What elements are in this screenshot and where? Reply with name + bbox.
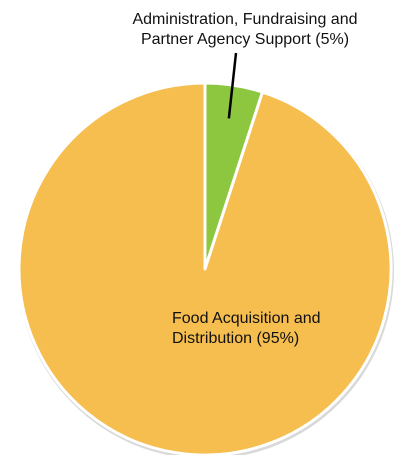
slice-label-food: Food Acquisition and Distribution (95%) <box>172 309 321 349</box>
pie-slices <box>17 81 393 455</box>
slice-label-food-line2: Distribution (95%) <box>172 330 300 347</box>
slice-label-admin-line2: Partner Agency Support (5%) <box>140 31 350 48</box>
leader-line-admin <box>227 52 238 119</box>
slice-label-admin: Administration, Fundraising and Partner … <box>100 10 390 50</box>
slice-label-food-line1: Food Acquisition and <box>172 310 321 327</box>
pie-slice-1 <box>17 81 393 455</box>
slice-label-admin-line1: Administration, Fundraising and <box>132 11 358 28</box>
